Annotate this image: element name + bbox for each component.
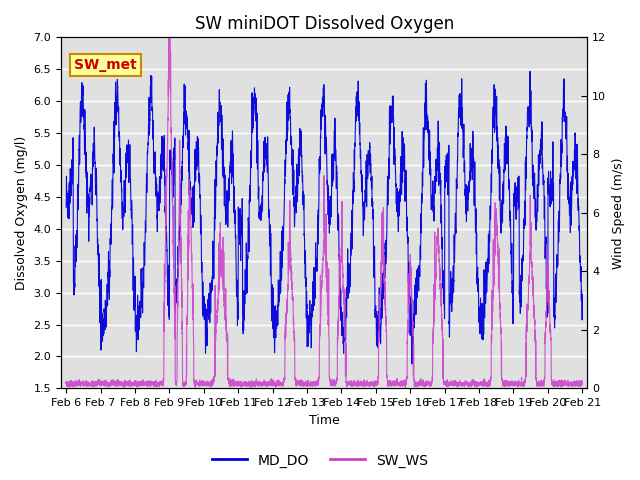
Title: SW miniDOT Dissolved Oxygen: SW miniDOT Dissolved Oxygen bbox=[195, 15, 454, 33]
Legend: MD_DO, SW_WS: MD_DO, SW_WS bbox=[207, 448, 433, 473]
Y-axis label: Wind Speed (m/s): Wind Speed (m/s) bbox=[612, 157, 625, 269]
Text: SW_met: SW_met bbox=[74, 58, 137, 72]
X-axis label: Time: Time bbox=[309, 414, 340, 427]
Y-axis label: Dissolved Oxygen (mg/l): Dissolved Oxygen (mg/l) bbox=[15, 136, 28, 290]
